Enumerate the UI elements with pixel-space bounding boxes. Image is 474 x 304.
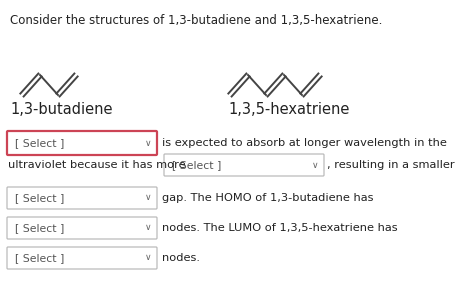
- Text: nodes.: nodes.: [162, 253, 200, 263]
- Text: ∨: ∨: [312, 161, 319, 170]
- Text: ultraviolet because it has more: ultraviolet because it has more: [8, 160, 186, 170]
- Text: is expected to absorb at longer wavelength in the: is expected to absorb at longer waveleng…: [162, 138, 447, 148]
- Text: [ Select ]: [ Select ]: [15, 253, 64, 263]
- Text: ∨: ∨: [145, 254, 151, 262]
- FancyBboxPatch shape: [164, 154, 324, 176]
- Text: [ Select ]: [ Select ]: [172, 160, 221, 170]
- FancyBboxPatch shape: [7, 217, 157, 239]
- Text: [ Select ]: [ Select ]: [15, 138, 64, 148]
- Text: Consider the structures of 1,3-butadiene and 1,3,5-hexatriene.: Consider the structures of 1,3-butadiene…: [10, 14, 383, 27]
- Text: ∨: ∨: [145, 194, 151, 202]
- Text: ∨: ∨: [145, 139, 151, 147]
- FancyBboxPatch shape: [7, 187, 157, 209]
- Text: [ Select ]: [ Select ]: [15, 223, 64, 233]
- Text: ∨: ∨: [145, 223, 151, 233]
- Text: 1,3-butadiene: 1,3-butadiene: [10, 102, 112, 117]
- Text: [ Select ]: [ Select ]: [15, 193, 64, 203]
- Text: nodes. The LUMO of 1,3,5-hexatriene has: nodes. The LUMO of 1,3,5-hexatriene has: [162, 223, 398, 233]
- Text: gap. The HOMO of 1,3-butadiene has: gap. The HOMO of 1,3-butadiene has: [162, 193, 374, 203]
- Text: 1,3,5-hexatriene: 1,3,5-hexatriene: [228, 102, 349, 117]
- FancyBboxPatch shape: [7, 247, 157, 269]
- Text: , resulting in a smaller: , resulting in a smaller: [327, 160, 455, 170]
- FancyBboxPatch shape: [7, 131, 157, 155]
